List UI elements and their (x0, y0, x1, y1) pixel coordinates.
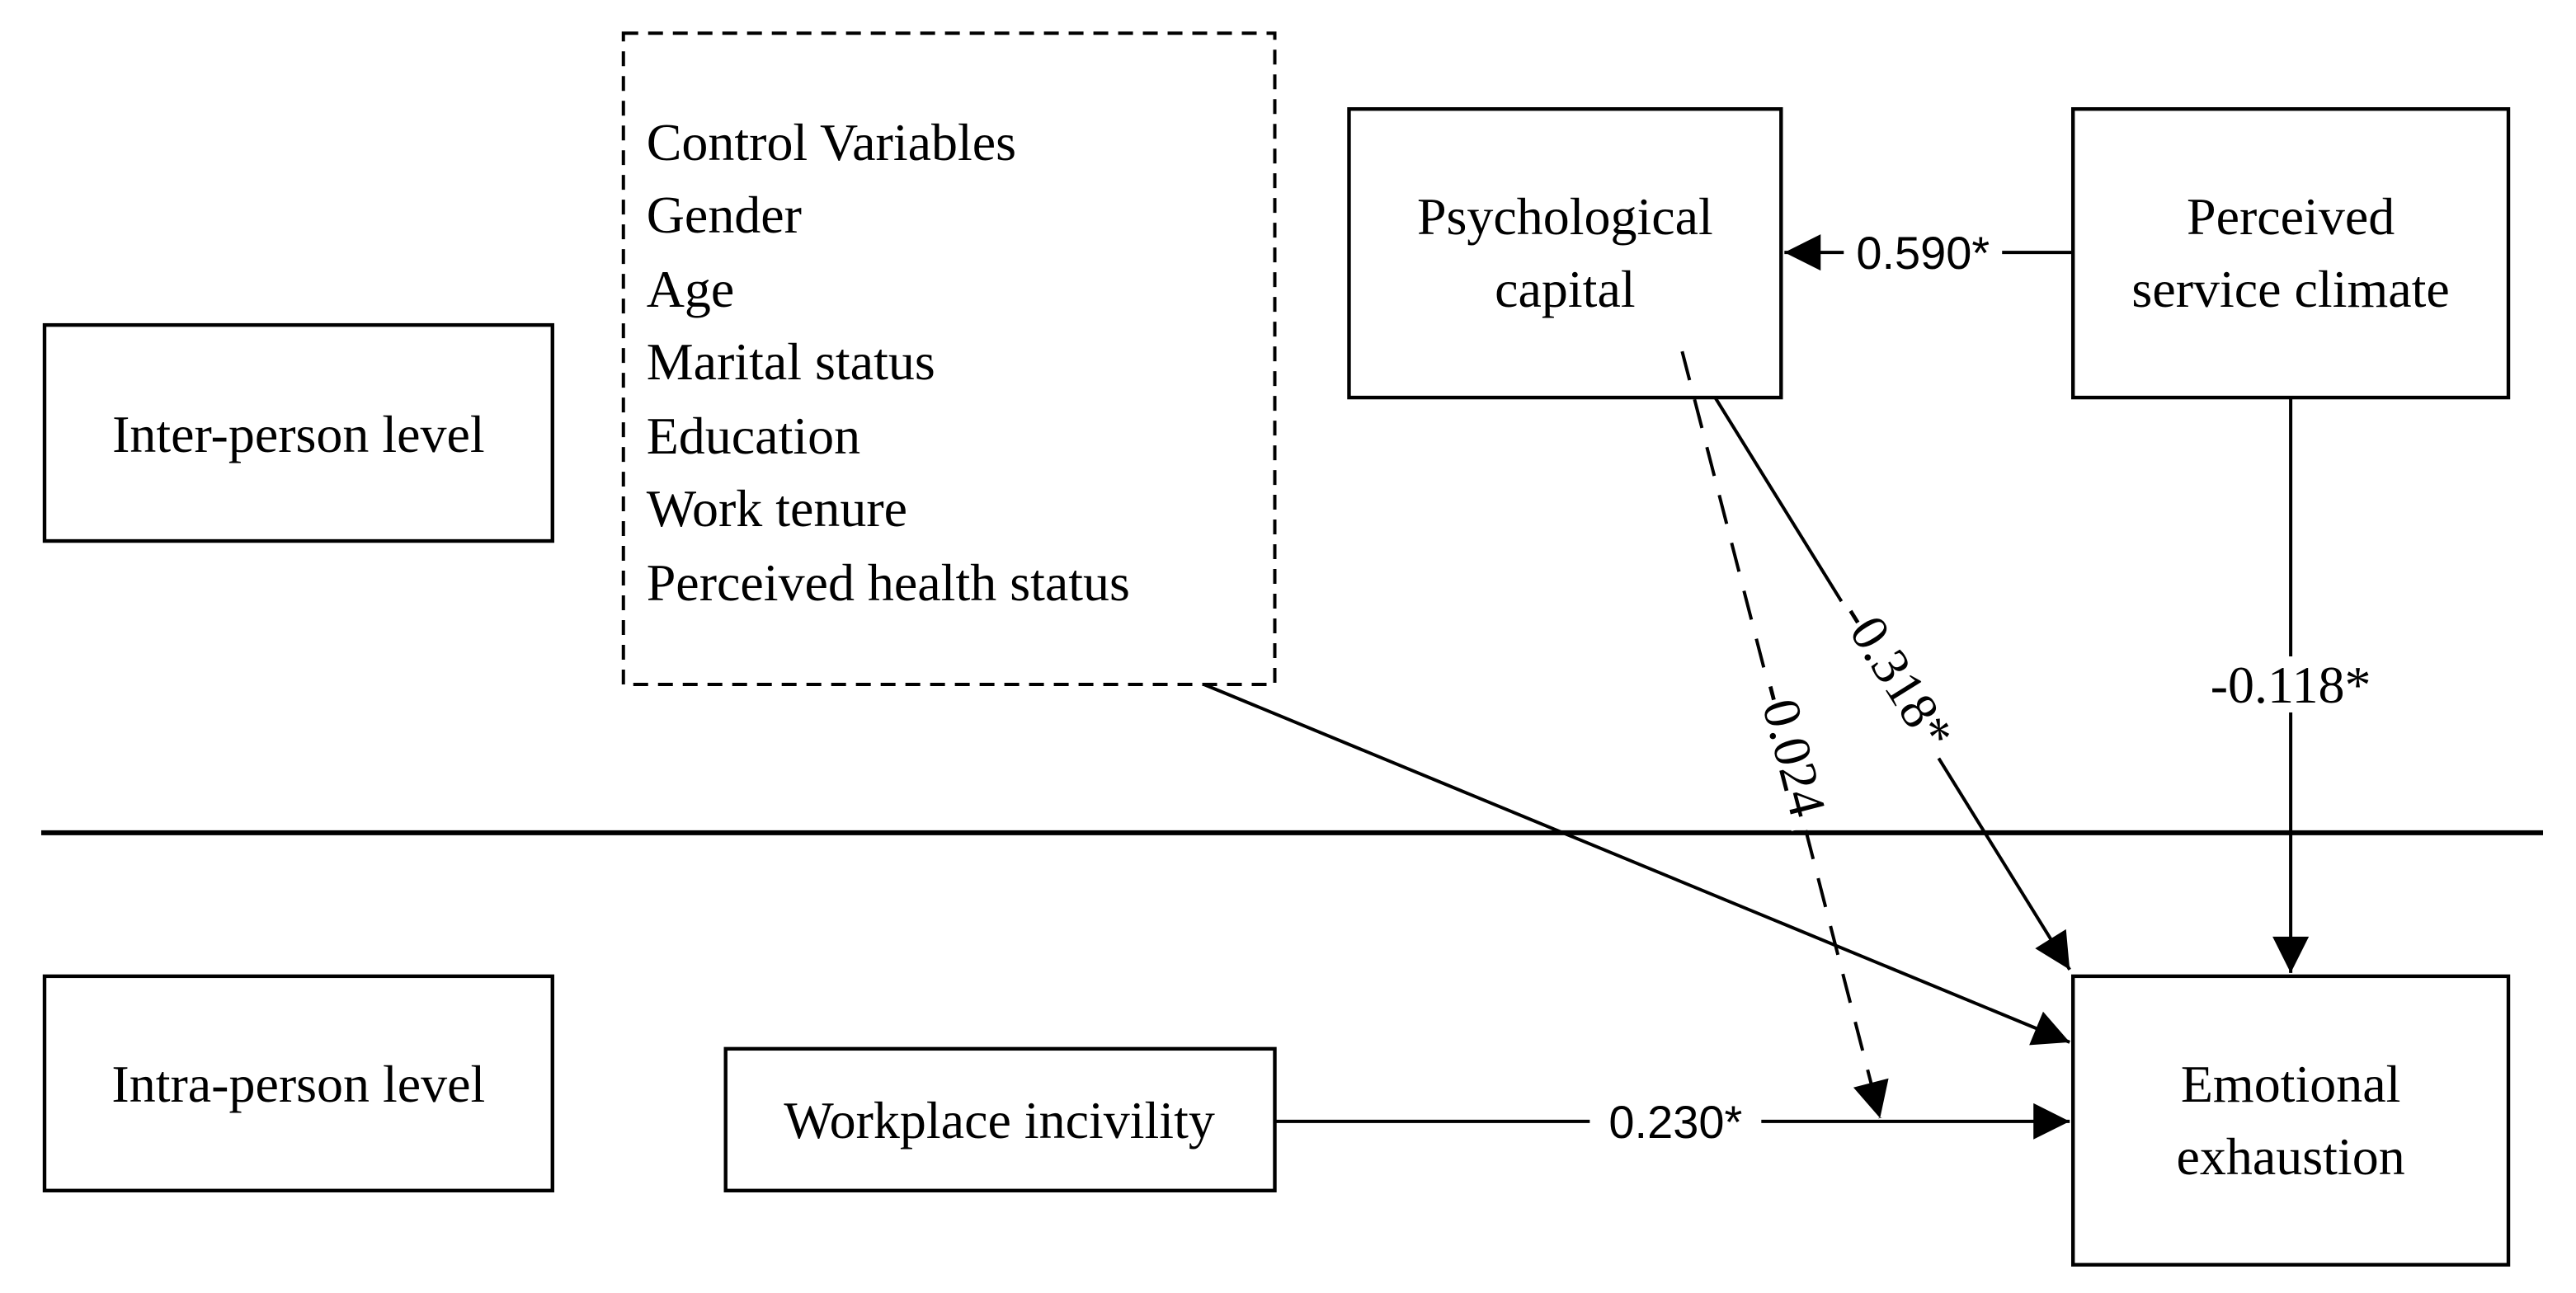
emotional-exhaustion-box: Emotional exhaustion (2070, 974, 2511, 1267)
control-variable-item: Work tenure (647, 479, 907, 538)
inter-person-level-label: Inter-person level (112, 405, 485, 463)
perceived-service-climate-box: Perceived service climate (2070, 107, 2511, 400)
intra-person-level-label: Intra-person level (111, 1055, 485, 1113)
path-coefficient-climate-capital: 0.590* (1856, 227, 1990, 279)
emotional-exhaustion-label: Emotional (2181, 1055, 2401, 1113)
emotional-exhaustion-label: exhaustion (2177, 1127, 2405, 1186)
perceived-service-climate-label: service climate (2131, 260, 2449, 318)
arrow-controls-to-exhaustion (1203, 683, 2070, 1046)
control-variables-box: Control Variables Gender Age Marital sta… (621, 31, 1277, 686)
path-coefficient-incivility-exhaustion: 0.230* (1608, 1096, 1742, 1148)
perceived-service-climate-label: Perceived (2187, 187, 2395, 246)
psychological-capital-label: capital (1495, 260, 1635, 318)
control-variable-item: Age (647, 260, 735, 318)
control-variables-title: Control Variables (647, 113, 1016, 172)
control-variable-item: Marital status (647, 332, 935, 391)
inter-person-level-box: Inter-person level (42, 322, 554, 543)
workplace-incivility-box: Workplace incivility (723, 1046, 1277, 1192)
workplace-incivility-label: Workplace incivility (784, 1091, 1214, 1150)
intra-person-level-box: Intra-person level (42, 974, 554, 1192)
control-variable-item: Education (647, 407, 860, 465)
control-variable-item: Perceived health status (647, 553, 1130, 612)
control-variable-item: Gender (647, 186, 802, 244)
path-coefficient-climate-exhaustion: -0.118* (2211, 656, 2371, 714)
psychological-capital-box: Psychological capital (1347, 107, 1783, 400)
psychological-capital-label: Psychological (1417, 187, 1713, 246)
